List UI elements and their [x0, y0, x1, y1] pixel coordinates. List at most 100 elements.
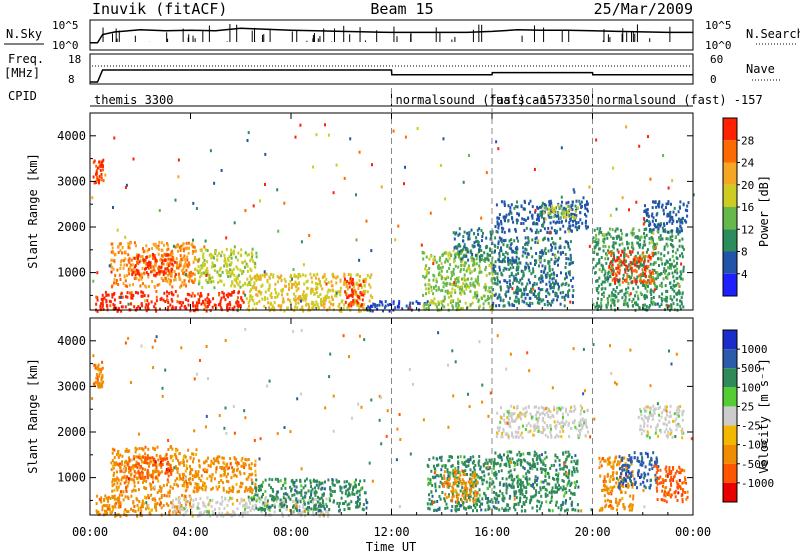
scatter-cell: [253, 282, 256, 286]
scatter-cell: [610, 271, 613, 275]
scatter-cell: [652, 216, 655, 220]
scatter-cell: [178, 505, 181, 509]
scatter-cell: [181, 477, 184, 481]
scatter-cell: [615, 273, 618, 277]
scatter-cell: [303, 282, 306, 286]
scatter-cell: [239, 268, 242, 272]
scatter-cell: [487, 253, 490, 257]
scatter-cell: [650, 236, 653, 239]
scatter-cell: [646, 219, 648, 223]
scatter-cell: [615, 207, 618, 211]
scatter-cell: [303, 507, 306, 511]
scatter-cell: [670, 285, 673, 289]
scatter-cell: [645, 305, 648, 309]
scatter-cell: [135, 460, 138, 464]
scatter-cell: [161, 248, 164, 252]
scatter-cell: [195, 448, 198, 452]
scatter-cell: [230, 248, 233, 252]
scatter-cell: [262, 501, 265, 505]
scatter-cell: [183, 263, 186, 267]
scatter-cell: [333, 483, 336, 487]
scatter-cell: [348, 502, 351, 506]
scatter-cell: [187, 241, 190, 245]
scatter-cell: [359, 309, 362, 313]
scatter-cell: [565, 272, 567, 276]
scatter-cell: [379, 300, 382, 304]
scatter-cell: [577, 206, 579, 210]
scatter-cell: [235, 474, 238, 478]
scatter-cell: [635, 200, 638, 204]
scatter-cell: [599, 227, 602, 231]
scatter-cell: [166, 253, 169, 257]
scatter-cell: [358, 279, 361, 283]
scatter-cell: [645, 208, 648, 212]
scatter-cell: [185, 272, 187, 276]
scatter-cell: [351, 288, 353, 292]
scatter-cell: [182, 458, 185, 462]
scatter-cell: [286, 306, 289, 310]
scatter-cell: [225, 475, 228, 479]
scatter-cell: [551, 237, 553, 240]
scatter-cell: [546, 303, 549, 307]
scatter-cell: [543, 303, 546, 306]
scatter-cell: [220, 503, 223, 506]
scatter-cell: [507, 219, 510, 223]
scatter-cell: [135, 291, 137, 294]
scatter-cell: [211, 263, 214, 266]
scatter-cell: [300, 299, 302, 303]
scatter-cell: [299, 123, 302, 127]
scatter-cell: [129, 477, 132, 481]
scatter-cell: [128, 466, 131, 469]
scatter-cell: [282, 496, 285, 500]
scatter-cell: [607, 249, 610, 253]
scatter-cell: [130, 258, 133, 262]
scatter-cell: [462, 255, 465, 259]
scatter-cell: [317, 504, 320, 508]
scatter-cell: [676, 257, 679, 261]
scatter-cell: [210, 459, 213, 463]
scatter-cell: [339, 485, 342, 489]
scatter-cell: [502, 304, 505, 308]
scatter-cell: [214, 508, 216, 511]
scatter-cell: [540, 270, 543, 273]
scatter-cell: [664, 299, 667, 303]
scatter-cell: [634, 268, 637, 272]
scatter-cell: [348, 281, 351, 285]
scatter-cell: [188, 478, 190, 481]
scatter-cell: [344, 277, 346, 281]
scatter-cell: [531, 255, 534, 259]
scatter-cell: [487, 301, 490, 305]
scatter-cell: [292, 510, 295, 514]
scatter-cell: [174, 198, 177, 202]
scatter-cell: [130, 507, 132, 511]
scatter-cell: [498, 268, 501, 272]
scatter-cell: [534, 237, 537, 241]
scatter-cell: [531, 216, 534, 220]
scatter-cell: [140, 457, 143, 461]
scatter-cell: [250, 257, 253, 261]
scatter-cell: [497, 240, 500, 244]
scatter-cell: [569, 224, 572, 228]
scatter-cell: [438, 267, 441, 271]
scatter-cell: [117, 451, 119, 455]
scatter-cell: [273, 497, 276, 501]
scatter-cell: [279, 479, 282, 483]
scatter-cell: [111, 242, 114, 246]
scatter-cell: [643, 228, 646, 231]
scatter-cell: [280, 504, 283, 508]
scatter-cell: [606, 236, 609, 240]
y-tick-label: 1000: [57, 266, 86, 280]
scatter-cell: [171, 252, 174, 256]
scatter-cell: [292, 483, 295, 486]
scatter-cell: [203, 461, 205, 465]
scatter-cell: [300, 512, 303, 516]
scatter-cell: [625, 264, 628, 268]
scatter-cell: [162, 279, 165, 283]
scatter-cell: [610, 304, 612, 308]
scatter-cell: [181, 493, 183, 497]
scatter-cell: [209, 465, 212, 468]
scatter-cell: [233, 249, 235, 253]
scatter-cell: [568, 221, 571, 225]
scatter-cell: [454, 245, 457, 249]
scatter-cell: [190, 294, 193, 298]
